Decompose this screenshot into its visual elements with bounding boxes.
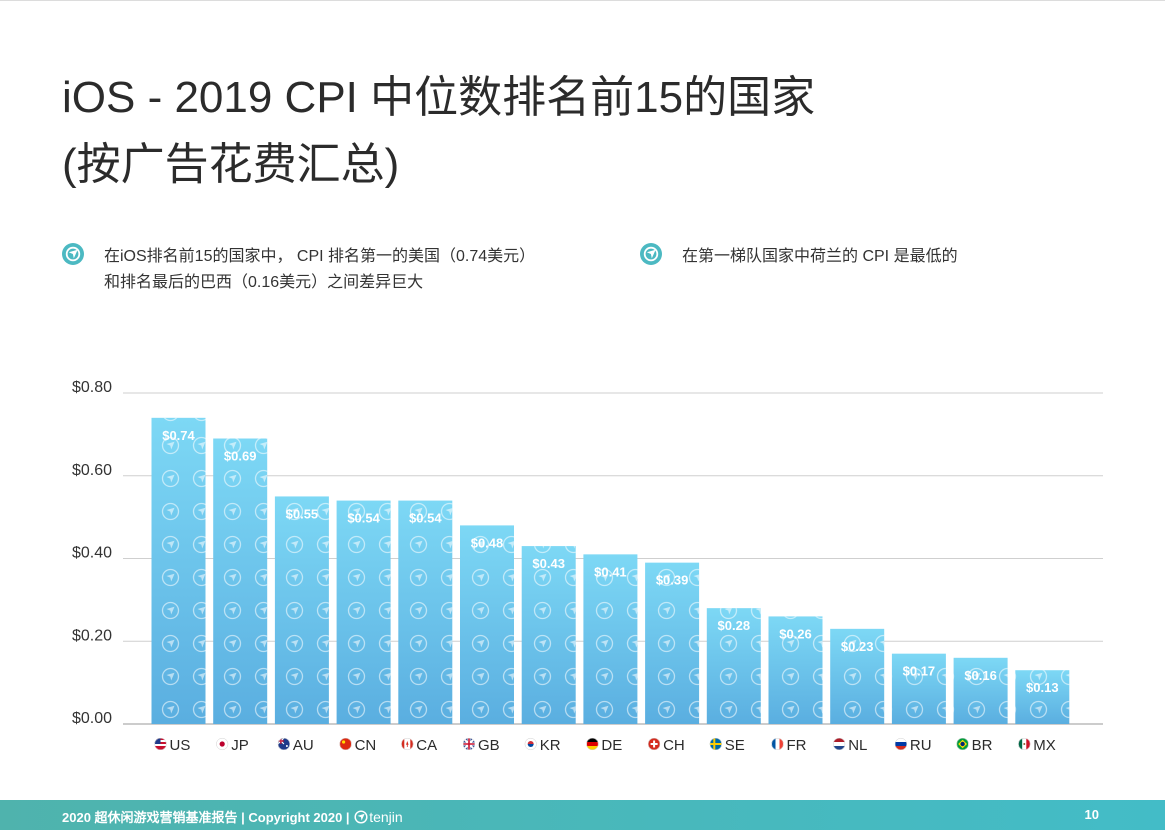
bullet-point-2: 在第一梯队国家中荷兰的 CPI 是最低的: [640, 243, 958, 270]
bullet-point-1: 在iOS排名前15的国家中， CPI 排名第一的美国（0.74美元）和排名最后的…: [62, 243, 534, 296]
x-tick-label: CH: [663, 737, 685, 754]
x-tick-label: MX: [1033, 737, 1056, 754]
ch-flag-icon: [648, 737, 661, 751]
se-flag-icon: [709, 737, 722, 751]
data-label: $0.23: [841, 639, 874, 654]
tenjin-logo-icon: [62, 243, 84, 265]
au-flag-icon: [277, 737, 290, 751]
bar-watermark: [891, 653, 946, 724]
data-label: $0.69: [224, 449, 257, 464]
gb-flag-icon: [462, 737, 476, 751]
x-tick-label: AU: [293, 737, 314, 754]
x-tick-label: BR: [972, 737, 993, 754]
data-label: $0.16: [964, 668, 997, 683]
data-label: $0.54: [409, 511, 442, 526]
nl-flag-icon: [833, 737, 846, 751]
y-tick-label: $0.60: [72, 462, 112, 479]
de-flag-icon: [586, 737, 599, 751]
data-label: $0.43: [532, 556, 565, 571]
bar-watermark: [521, 546, 576, 724]
footer-copyright: 2020 超休闲游戏营销基准报告 | Copyright 2020 |: [62, 810, 350, 825]
bar-watermark: [274, 496, 329, 724]
bar-watermark: [398, 500, 453, 724]
x-tick-label: DE: [601, 737, 622, 754]
us-flag-icon: [154, 737, 167, 751]
x-tick-label: GB: [478, 737, 500, 754]
bar-watermark: [830, 628, 885, 724]
ru-flag-icon: [894, 737, 907, 751]
bar-watermark: [645, 562, 700, 724]
tenjin-logo-icon: [640, 243, 662, 265]
bar-watermark: [706, 608, 761, 724]
bar-watermark: [460, 525, 514, 724]
bar-watermark: [213, 438, 268, 724]
tenjin-logo-icon: [354, 810, 368, 824]
top-divider: [0, 0, 1165, 1]
bullet-text-1: 在iOS排名前15的国家中， CPI 排名第一的美国（0.74美元）和排名最后的…: [104, 248, 528, 291]
fr-flag-icon: [771, 737, 784, 751]
bar-watermark: [151, 417, 206, 724]
data-label: $0.39: [656, 573, 689, 588]
cn-flag-icon: [339, 737, 352, 751]
x-tick-label: FR: [787, 737, 807, 754]
footer-brand: tenjin: [369, 809, 403, 825]
bullet-text-2: 在第一梯队国家中荷兰的 CPI 是最低的: [682, 248, 958, 265]
footer-bar: 2020 超休闲游戏营销基准报告 | Copyright 2020 | tenj…: [0, 800, 1165, 830]
x-tick-label: KR: [540, 737, 561, 754]
kr-flag-icon: [524, 737, 537, 751]
page-title-line2: (按广告花费汇总): [62, 140, 400, 189]
x-tick-label: CA: [416, 737, 437, 754]
y-tick-label: $0.40: [72, 545, 112, 562]
bar-watermark: [768, 616, 823, 724]
data-label: $0.54: [347, 511, 380, 526]
x-tick-label: CN: [355, 737, 377, 754]
x-tick-label: RU: [910, 737, 932, 754]
data-label: $0.74: [162, 428, 195, 443]
bar-watermark: [953, 657, 1008, 724]
y-tick-label: $0.80: [72, 379, 112, 396]
bar-watermark: [1015, 670, 1070, 724]
data-label: $0.28: [718, 618, 751, 633]
bar-watermark: [336, 500, 391, 724]
cpi-bar-chart: $0.00 $0.20 $0.40 $0.60 $0.80 $0.74 US $0.69 JP $…: [72, 379, 1103, 754]
mx-flag-icon: [1018, 737, 1031, 751]
y-tick-label: $0.00: [72, 710, 112, 727]
page-number: 10: [1084, 807, 1099, 822]
bar-watermark: [583, 554, 638, 724]
ca-flag-icon: [401, 737, 414, 751]
footer-text: 2020 超休闲游戏营销基准报告 | Copyright 2020 | tenj…: [62, 807, 403, 826]
x-tick-label: SE: [725, 737, 745, 754]
page-title-line1: iOS - 2019 CPI 中位数排名前15的国家: [62, 73, 816, 122]
x-tick-label: NL: [848, 737, 867, 754]
data-label: $0.26: [779, 626, 812, 641]
x-tick-label: JP: [231, 737, 249, 754]
data-label: $0.55: [286, 506, 319, 521]
y-tick-label: $0.20: [72, 627, 112, 644]
x-tick-label: US: [170, 737, 191, 754]
br-flag-icon: [956, 737, 969, 751]
data-label: $0.13: [1026, 680, 1059, 695]
jp-flag-icon: [216, 737, 229, 751]
data-label: $0.41: [594, 564, 627, 579]
data-label: $0.17: [903, 664, 936, 679]
data-label: $0.48: [471, 535, 504, 550]
